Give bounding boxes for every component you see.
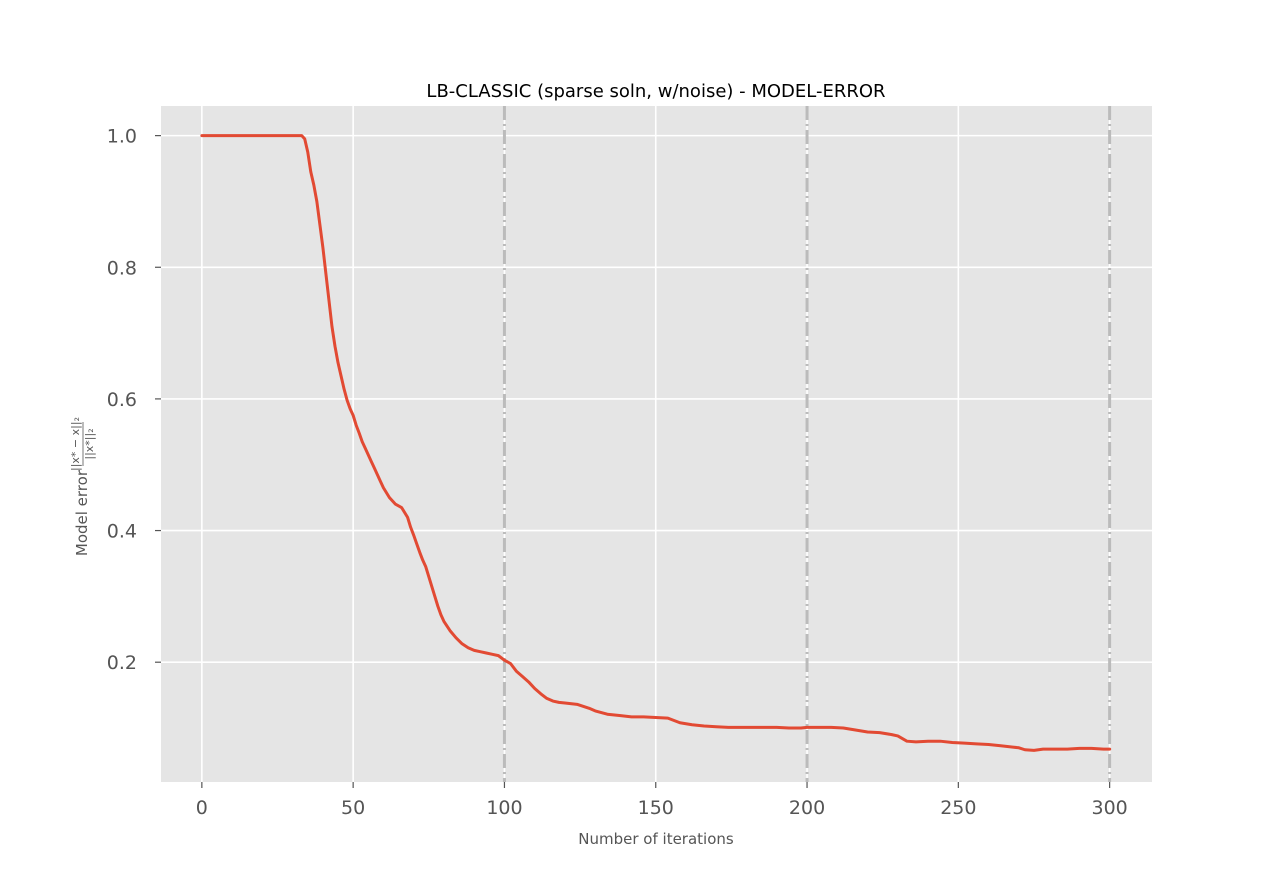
y-tick-label: 1.0 (107, 126, 137, 148)
y-tick-label: 0.4 (107, 521, 137, 543)
chart-title: LB-CLASSIC (sparse soln, w/noise) - MODE… (426, 81, 885, 102)
x-tick-label: 50 (341, 797, 365, 819)
y-axis-label: Model error ||x* − x||₂ ||x*||₂ (69, 417, 96, 556)
x-tick-label: 300 (1092, 797, 1128, 819)
series-line (200, 134, 1112, 752)
x-tick-label: 0 (196, 797, 208, 819)
x-tick-label: 250 (940, 797, 976, 819)
y-axis-label-numerator: ||x* − x||₂ (69, 417, 82, 471)
y-axis-label-denominator: ||x*||₂ (83, 428, 96, 459)
y-tick-label: 0.2 (107, 652, 137, 674)
vertical-markers (502, 106, 1112, 782)
x-tick-label: 200 (789, 797, 825, 819)
x-axis: 0 50 100 150 200 250 300 (196, 782, 1128, 819)
x-tick-label: 100 (486, 797, 522, 819)
y-axis: 0.2 0.4 0.6 0.8 1.0 (107, 126, 161, 674)
x-tick-label: 150 (638, 797, 674, 819)
y-tick-label: 0.6 (107, 389, 137, 411)
y-axis-label-text: Model error (73, 469, 91, 556)
x-axis-label: Number of iterations (578, 830, 734, 848)
y-tick-label: 0.8 (107, 257, 137, 279)
